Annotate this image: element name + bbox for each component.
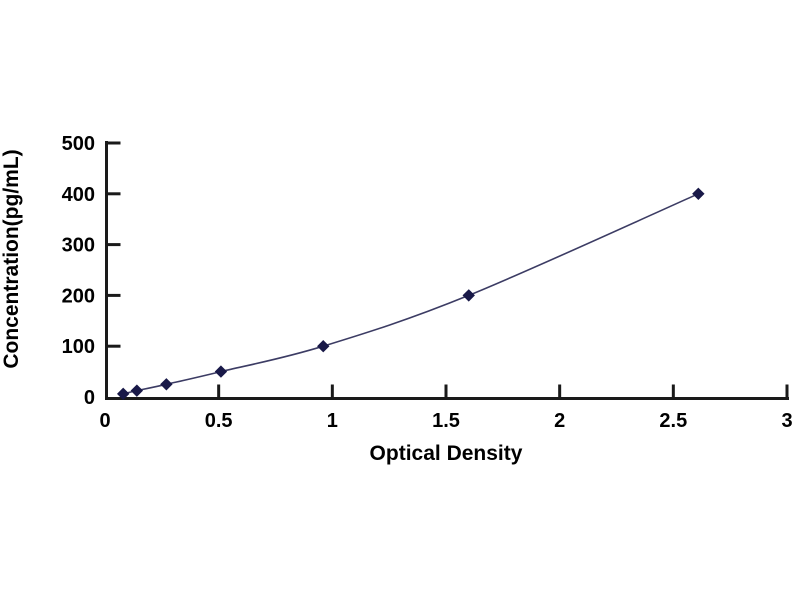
data-point-marker <box>317 339 330 353</box>
y-tick-label: 400 <box>62 184 95 206</box>
data-point-marker <box>462 289 475 302</box>
data-point-marker <box>116 387 130 401</box>
x-tick-label: 2 <box>554 410 565 432</box>
x-tick-label: 0 <box>99 410 110 432</box>
x-tick-label: 1 <box>327 410 338 432</box>
y-tick-label: 500 <box>62 133 95 155</box>
y-tick-label: 100 <box>62 336 95 358</box>
y-axis-ticks <box>107 141 121 348</box>
data-point-marker <box>692 187 705 201</box>
curve-path <box>123 193 699 395</box>
axes <box>105 141 789 400</box>
data-point-marker <box>160 378 173 391</box>
y-tick-label: 300 <box>62 235 95 257</box>
x-axis-tick-labels: 0 0.5 1 1.5 2 2.5 3 <box>99 410 792 432</box>
x-axis-title: Optical Density <box>370 442 523 465</box>
x-tick-label: 1.5 <box>432 410 460 432</box>
standard-curve-line <box>123 193 699 395</box>
x-tick-label: 2.5 <box>659 410 687 432</box>
x-axis-ticks <box>217 384 789 398</box>
data-point-marker <box>130 384 144 397</box>
y-axis-tick-labels: 0 100 200 300 400 500 <box>62 133 95 409</box>
y-axis-title: Concentration(pg/mL) <box>0 149 23 368</box>
data-point-markers <box>116 187 705 401</box>
y-tick-label: 200 <box>62 285 95 307</box>
data-point-marker <box>214 365 228 378</box>
x-tick-label: 3 <box>781 410 792 432</box>
y-tick-label: 0 <box>84 387 95 409</box>
x-tick-label: 0.5 <box>205 410 233 432</box>
